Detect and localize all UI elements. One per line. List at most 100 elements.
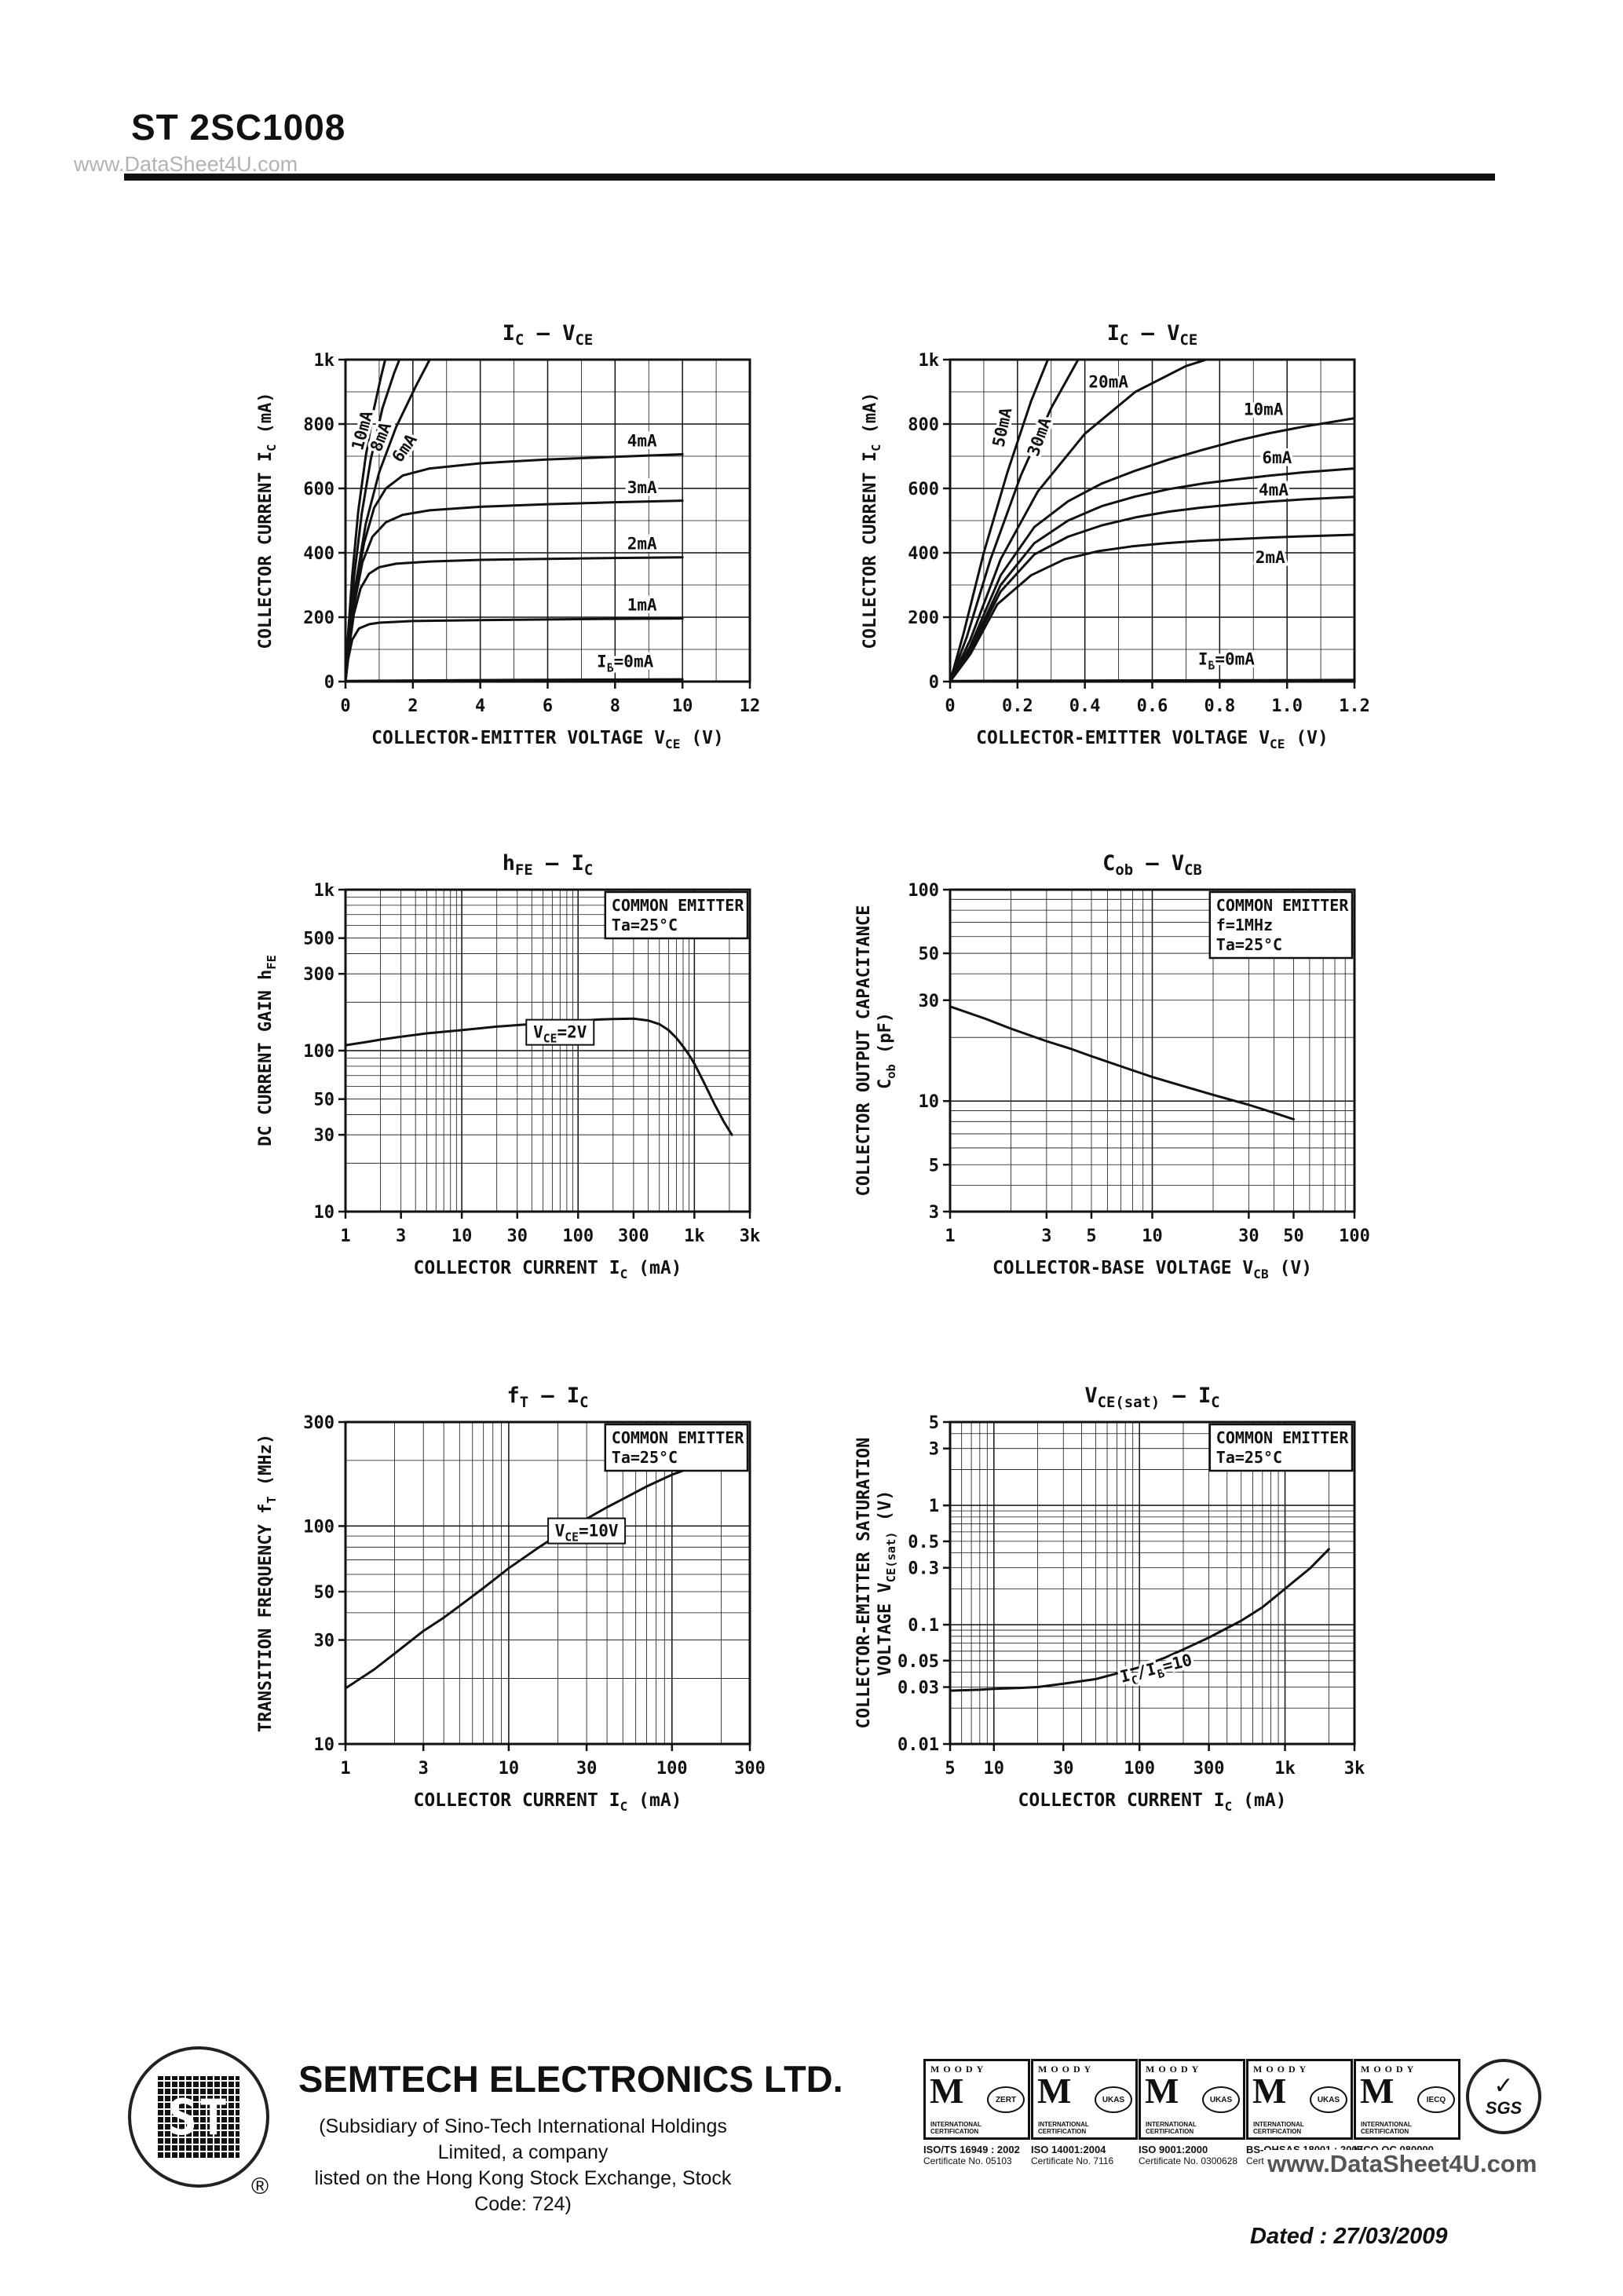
svg-text:0.1: 0.1 [908,1616,939,1636]
svg-text:2mA: 2mA [1256,548,1285,567]
moody-logo-box: MOODY M IECQ INTERNATIONAL CERTIFICATION [1354,2059,1460,2140]
svg-text:3k: 3k [1344,1759,1365,1779]
watermark-bottom: www.DataSheet4U.com [1264,2150,1541,2178]
svg-text:30: 30 [576,1759,598,1779]
sgs-label: SGS [1485,2098,1522,2118]
moody-logo-box: MOODY M UKAS INTERNATIONAL CERTIFICATION [1246,2059,1353,2140]
chart-hfe-vs-ic: hFE – IC 1 3 10 30 100 300 1k 3k 10 30 50 100 300 500 1… [256,851,760,1281]
svg-text:COLLECTOR CURRENT IC (mA): COLLECTOR CURRENT IC (mA) [256,392,279,649]
svg-text:0: 0 [945,696,955,716]
svg-text:8: 8 [610,696,620,716]
svg-text:30: 30 [314,1632,335,1651]
svg-text:50: 50 [919,945,940,964]
company-subtitle-line2: listed on the Hong Kong Stock Exchange, … [314,2167,732,2215]
svg-text:4: 4 [475,696,485,716]
svg-text:10: 10 [1142,1227,1163,1246]
part-number: ST 2SC1008 [131,107,346,148]
svg-text:Ta=25°C: Ta=25°C [612,1448,678,1467]
svg-text:30: 30 [919,992,940,1011]
svg-text:COLLECTOR-EMITTER VOLTAGE VCE: COLLECTOR-EMITTER VOLTAGE VCE (V) [976,728,1329,751]
svg-text:10: 10 [314,1735,335,1755]
svg-text:5: 5 [929,1413,939,1433]
dated-stamp: Dated : 27/03/2009 [1250,2224,1448,2249]
svg-text:COLLECTOR CURRENT IC (mA): COLLECTOR CURRENT IC (mA) [1018,1790,1286,1814]
svg-text:12: 12 [740,696,761,716]
registered-trademark: ® [251,2174,269,2199]
svg-text:3mA: 3mA [627,478,657,497]
svg-text:0.6: 0.6 [1137,696,1168,716]
svg-text:hFE – IC: hFE – IC [503,851,593,879]
moody-m-letter: M [1360,2071,1395,2111]
svg-text:IB=0mA: IB=0mA [1198,649,1255,672]
svg-text:300: 300 [618,1227,649,1246]
chart-ft-vs-ic: fT – IC 1 3 10 30 100 300 10 30 50 100 300 COLLECTOR… [256,1384,766,1814]
svg-text:200: 200 [908,609,939,628]
svg-text:1: 1 [929,1497,939,1516]
svg-text:3: 3 [419,1759,429,1779]
svg-text:fT – IC: fT – IC [506,1384,588,1411]
svg-text:4mA: 4mA [627,431,657,450]
svg-text:10: 10 [314,1203,335,1223]
svg-text:COLLECTOR-EMITTER VOLTAGE VCE: COLLECTOR-EMITTER VOLTAGE VCE (V) [371,728,724,751]
company-name: SEMTECH ELECTRONICS LTD. [298,2058,843,2100]
svg-text:0.5: 0.5 [908,1533,939,1552]
svg-text:200: 200 [303,609,334,628]
watermark-top: www.DataSheet4U.com [74,152,298,176]
svg-text:0: 0 [340,696,350,716]
svg-text:50: 50 [314,1091,335,1110]
svg-text:COLLECTOR CURRENT IC (mA): COLLECTOR CURRENT IC (mA) [413,1258,682,1281]
svg-text:50: 50 [1283,1227,1304,1246]
svg-text:0.2: 0.2 [1002,696,1033,716]
svg-text:Ta=25°C: Ta=25°C [612,916,678,934]
svg-text:500: 500 [303,930,334,949]
svg-text:3: 3 [929,1203,939,1223]
svg-text:Ta=25°C: Ta=25°C [1216,935,1282,954]
svg-text:COLLECTOR-BASE VOLTAGE VCB (V): COLLECTOR-BASE VOLTAGE VCB (V) [992,1258,1312,1281]
svg-text:COLLECTOR CURRENT IC (mA): COLLECTOR CURRENT IC (mA) [413,1790,682,1814]
cert-mark-iecq-qc-080000: MOODY M IECQ INTERNATIONAL CERTIFICATION… [1354,2059,1460,2166]
svg-text:IB=0mA: IB=0mA [597,653,653,675]
svg-text:1: 1 [340,1759,350,1779]
svg-text:1k: 1k [314,881,335,901]
svg-text:f=1MHz: f=1MHz [1216,916,1273,934]
svg-text:10: 10 [984,1759,1005,1779]
svg-text:VCE=2V: VCE=2V [533,1023,587,1046]
svg-text:0.03: 0.03 [897,1679,939,1698]
cert-mark-iso-ts-16949: MOODY M ZERT INTERNATIONAL CERTIFICATION… [923,2059,1030,2166]
sgs-mark: ✓ SGS [1466,2059,1541,2134]
svg-text:1k: 1k [684,1227,705,1246]
chart-vcesat-vs-ic: VCE(sat) – IC 5 10 30 100 300 1k 3k 0.01 0.03 0.05… [854,1384,1365,1814]
moody-logo-box: MOODY M UKAS INTERNATIONAL CERTIFICATION [1031,2059,1138,2140]
ukas-badge-icon: UKAS [1202,2086,1240,2113]
svg-text:300: 300 [1193,1759,1225,1779]
ukas-badge-icon: UKAS [1310,2086,1347,2113]
svg-text:300: 300 [303,1413,334,1433]
ukas-badge-icon: UKAS [1095,2086,1132,2113]
svg-text:3: 3 [1041,1227,1051,1246]
svg-text:3: 3 [929,1440,939,1460]
svg-text:COLLECTOR-EMITTER SATURATION: COLLECTOR-EMITTER SATURATION [854,1438,874,1729]
svg-text:100: 100 [303,1517,334,1537]
logo-st-text: ST [167,2088,230,2146]
svg-text:10mA: 10mA [1244,400,1284,419]
svg-text:COMMON EMITTER: COMMON EMITTER [612,896,745,915]
svg-text:300: 300 [734,1759,766,1779]
svg-text:COMMON EMITTER: COMMON EMITTER [612,1428,745,1447]
iecq-badge-icon: IECQ [1417,2086,1455,2113]
semtech-logo: ST [128,2046,269,2188]
cert-mark-iso-14001: MOODY M UKAS INTERNATIONAL CERTIFICATION… [1031,2059,1138,2166]
svg-text:300: 300 [303,965,334,985]
svg-text:TRANSITION FREQUENCY fT (MHz): TRANSITION FREQUENCY fT (MHz) [256,1434,279,1732]
svg-text:DC CURRENT GAIN hFE: DC CURRENT GAIN hFE [256,955,279,1146]
svg-text:0.3: 0.3 [908,1559,939,1579]
svg-text:600: 600 [908,480,939,499]
svg-text:COLLECTOR CURRENT IC (mA): COLLECTOR CURRENT IC (mA) [861,392,883,649]
svg-text:5: 5 [1086,1227,1096,1246]
moody-m-letter: M [1145,2071,1179,2111]
svg-text:COMMON EMITTER: COMMON EMITTER [1216,1428,1350,1447]
svg-text:10: 10 [919,1092,940,1112]
company-subtitle: (Subsidiary of Sino-Tech International H… [295,2114,751,2217]
svg-text:50: 50 [314,1583,335,1603]
svg-text:1k: 1k [1274,1759,1296,1779]
svg-text:100: 100 [303,1042,334,1062]
